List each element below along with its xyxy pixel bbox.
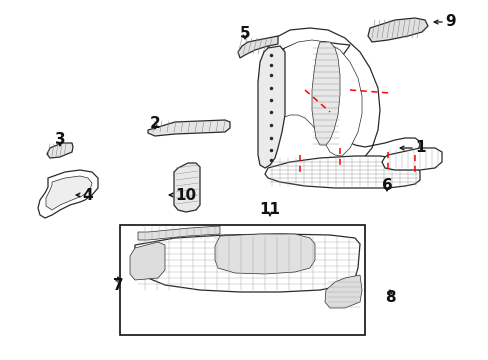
Text: 2: 2 (149, 116, 160, 130)
Polygon shape (135, 234, 359, 292)
Bar (120, 225, 364, 335)
Polygon shape (38, 170, 98, 218)
Polygon shape (46, 176, 92, 210)
Polygon shape (138, 226, 220, 240)
Polygon shape (130, 242, 164, 280)
Text: 11: 11 (259, 202, 280, 217)
Text: 9: 9 (444, 14, 455, 30)
Polygon shape (264, 156, 419, 188)
Polygon shape (148, 120, 229, 136)
Polygon shape (174, 163, 200, 212)
Polygon shape (267, 28, 419, 170)
Text: 3: 3 (55, 132, 65, 148)
Polygon shape (367, 18, 427, 42)
Text: 6: 6 (381, 177, 391, 193)
Polygon shape (47, 143, 73, 158)
Polygon shape (215, 234, 314, 274)
Text: 10: 10 (175, 188, 196, 202)
Polygon shape (258, 46, 285, 168)
Polygon shape (325, 275, 361, 308)
Text: 5: 5 (239, 26, 250, 40)
Polygon shape (238, 36, 278, 58)
Polygon shape (381, 148, 441, 170)
Text: 7: 7 (112, 278, 123, 292)
Text: 1: 1 (414, 140, 425, 156)
Polygon shape (311, 42, 339, 145)
Text: 8: 8 (384, 291, 394, 306)
Text: 4: 4 (82, 188, 92, 202)
Polygon shape (269, 40, 361, 156)
